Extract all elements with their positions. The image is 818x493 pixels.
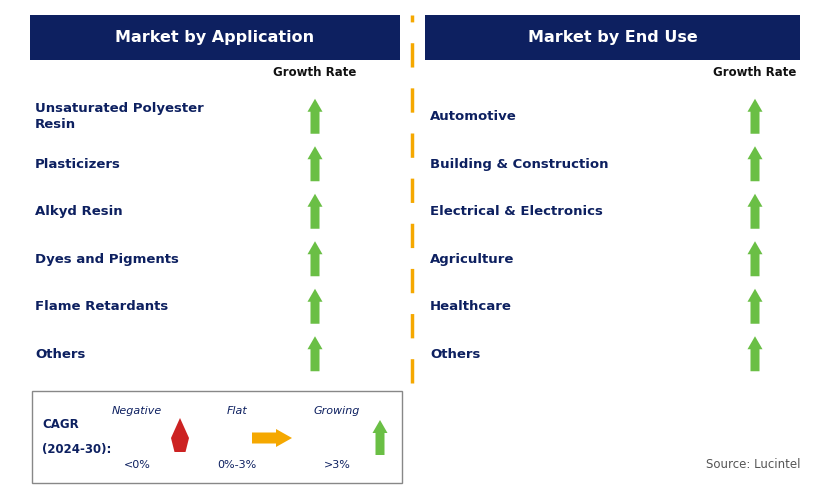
FancyBboxPatch shape (30, 15, 400, 60)
FancyBboxPatch shape (425, 15, 800, 60)
Text: (2024-30):: (2024-30): (42, 443, 111, 456)
Polygon shape (308, 194, 322, 229)
Text: >3%: >3% (324, 460, 350, 470)
Polygon shape (308, 241, 322, 276)
Text: Market by End Use: Market by End Use (528, 30, 698, 45)
Polygon shape (748, 336, 762, 371)
Text: Electrical & Electronics: Electrical & Electronics (430, 205, 603, 218)
Text: Plasticizers: Plasticizers (35, 158, 121, 171)
Text: Market by Application: Market by Application (115, 30, 315, 45)
Polygon shape (171, 418, 189, 452)
Text: Others: Others (430, 348, 480, 361)
Text: Others: Others (35, 348, 85, 361)
Polygon shape (748, 241, 762, 276)
Text: CAGR: CAGR (42, 419, 79, 431)
Polygon shape (308, 336, 322, 371)
Text: Source: Lucintel: Source: Lucintel (705, 458, 800, 471)
Text: Agriculture: Agriculture (430, 253, 515, 266)
Polygon shape (748, 194, 762, 229)
Text: <0%: <0% (124, 460, 151, 470)
Text: Alkyd Resin: Alkyd Resin (35, 205, 123, 218)
Polygon shape (748, 99, 762, 134)
Text: Automotive: Automotive (430, 110, 517, 123)
Polygon shape (372, 420, 388, 455)
Text: Growth Rate: Growth Rate (273, 67, 357, 79)
Polygon shape (252, 429, 292, 447)
Polygon shape (748, 289, 762, 324)
Text: Flame Retardants: Flame Retardants (35, 300, 169, 313)
Text: Growing: Growing (314, 406, 360, 416)
Text: Growth Rate: Growth Rate (713, 67, 797, 79)
FancyBboxPatch shape (32, 391, 402, 483)
Text: Building & Construction: Building & Construction (430, 158, 609, 171)
Text: Unsaturated Polyester
Resin: Unsaturated Polyester Resin (35, 102, 204, 131)
Polygon shape (308, 146, 322, 181)
Text: Flat: Flat (227, 406, 247, 416)
Polygon shape (308, 99, 322, 134)
Text: Healthcare: Healthcare (430, 300, 512, 313)
Text: Negative: Negative (112, 406, 162, 416)
Polygon shape (748, 146, 762, 181)
Text: 0%-3%: 0%-3% (218, 460, 257, 470)
Polygon shape (308, 289, 322, 324)
Text: Dyes and Pigments: Dyes and Pigments (35, 253, 179, 266)
